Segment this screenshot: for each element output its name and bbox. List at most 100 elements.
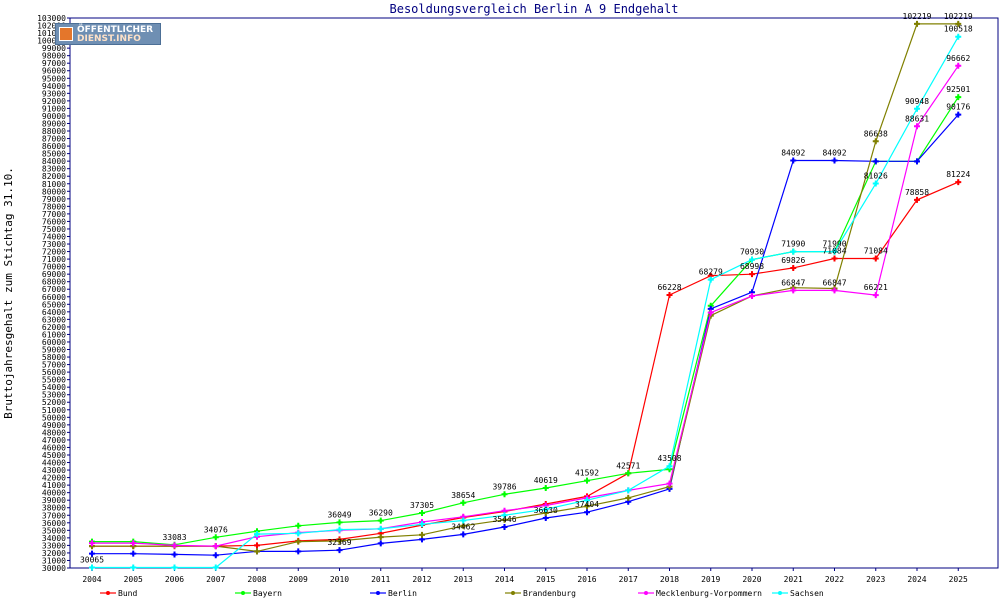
- y-tick-label: 72000: [42, 248, 66, 257]
- y-tick-label: 45000: [42, 451, 66, 460]
- data-point-dot: [90, 565, 94, 570]
- y-tick-label: 79000: [42, 195, 66, 204]
- data-point-dot: [502, 513, 507, 517]
- data-point-dot: [379, 527, 383, 531]
- data-point-dot: [626, 496, 630, 500]
- y-tick-label: 103000: [37, 14, 66, 23]
- data-point-dot: [585, 498, 589, 502]
- data-label: 41592: [575, 469, 599, 478]
- data-point-dot: [255, 532, 259, 536]
- data-point-dot: [915, 22, 919, 26]
- y-tick-label: 51000: [42, 406, 66, 415]
- y-tick-label: 56000: [42, 368, 66, 377]
- x-tick-label: 2014: [495, 575, 514, 584]
- legend-marker: [241, 591, 245, 595]
- data-point-dot: [832, 288, 837, 292]
- y-tick-label: 59000: [42, 346, 66, 355]
- data-label: 42571: [616, 461, 640, 470]
- y-tick-label: 54000: [42, 383, 66, 392]
- data-point-dot: [502, 509, 507, 513]
- y-tick-label: 55000: [42, 376, 66, 385]
- legend-label: Mecklenburg-Vorpommern: [656, 589, 762, 598]
- data-point-dot: [667, 482, 672, 486]
- y-tick-label: 82000: [42, 172, 66, 181]
- data-point-dot: [337, 539, 342, 543]
- data-point-dot: [131, 541, 135, 545]
- y-tick-label: 66000: [42, 293, 66, 302]
- logo-line-2-suffix: .INFO: [112, 34, 141, 44]
- data-point-dot: [709, 310, 713, 315]
- data-label: 34462: [451, 522, 475, 531]
- y-tick-label: 75000: [42, 225, 66, 234]
- y-tick-label: 80000: [42, 187, 66, 196]
- data-point-dot: [255, 549, 259, 554]
- y-tick-label: 99000: [42, 44, 66, 53]
- legend-label: Brandenburg: [523, 589, 576, 598]
- series-line-bayern: [92, 96, 959, 546]
- data-point-dot: [791, 158, 795, 163]
- data-point-dot: [461, 518, 465, 523]
- data-label: 36630: [534, 506, 558, 515]
- x-tick-label: 2023: [866, 575, 885, 584]
- y-tick-label: 78000: [42, 202, 66, 211]
- y-tick-label: 71000: [42, 255, 66, 264]
- x-tick-label: 2006: [165, 575, 184, 584]
- data-label: 38654: [451, 491, 475, 500]
- legend-marker: [376, 591, 380, 595]
- logo-line-1: ÖFFENTLICHER: [77, 25, 154, 35]
- legend-label: Bund: [118, 589, 137, 598]
- y-tick-label: 89000: [42, 119, 66, 128]
- data-label: 37305: [410, 501, 434, 510]
- y-tick-label: 33000: [42, 541, 66, 550]
- data-point-dot: [172, 552, 177, 557]
- data-point-dot: [214, 535, 218, 539]
- y-tick-label: 73000: [42, 240, 66, 249]
- y-tick-label: 62000: [42, 323, 66, 332]
- data-point-dot: [667, 464, 672, 468]
- data-point-dot: [915, 107, 919, 111]
- data-point-dot: [832, 158, 837, 163]
- y-tick-label: 49000: [42, 421, 66, 430]
- y-tick-label: 32000: [42, 549, 66, 558]
- y-tick-label: 39000: [42, 496, 66, 505]
- y-tick-label: 61000: [42, 330, 66, 339]
- data-point-dot: [461, 532, 465, 536]
- data-label: 90948: [905, 97, 929, 106]
- data-point-dot: [585, 510, 589, 514]
- data-point-dot: [420, 533, 424, 537]
- data-point-dot: [337, 548, 342, 552]
- data-point-dot: [544, 486, 548, 490]
- data-point-dot: [90, 552, 94, 556]
- series-line-sachsen: [92, 36, 959, 569]
- data-label: 96662: [946, 54, 970, 63]
- data-point-dot: [915, 159, 919, 163]
- data-point-dot: [874, 256, 878, 261]
- y-tick-label: 63000: [42, 315, 66, 324]
- data-label: 92501: [946, 85, 970, 94]
- data-point-dot: [420, 511, 424, 515]
- data-point-dot: [956, 95, 960, 99]
- y-tick-label: 37000: [42, 511, 66, 520]
- data-label: 68998: [740, 262, 764, 271]
- series-line-berlin: [92, 114, 959, 556]
- x-tick-label: 2025: [949, 575, 968, 584]
- data-point-dot: [420, 522, 424, 526]
- data-label: 40619: [534, 476, 558, 485]
- y-tick-label: 43000: [42, 466, 66, 475]
- data-label: 100518: [944, 25, 973, 34]
- y-tick-label: 64000: [42, 308, 66, 317]
- data-label: 66847: [822, 278, 846, 287]
- y-tick-label: 86000: [42, 142, 66, 151]
- y-tick-label: 88000: [42, 127, 66, 136]
- x-tick-label: 2011: [371, 575, 390, 584]
- data-label: 68279: [699, 268, 723, 277]
- y-tick-label: 53000: [42, 391, 66, 400]
- y-tick-label: 65000: [42, 300, 66, 309]
- y-tick-label: 58000: [42, 353, 66, 362]
- data-label: 78858: [905, 188, 929, 197]
- data-point-dot: [172, 543, 177, 547]
- data-label: 90176: [946, 103, 970, 112]
- data-point-dot: [420, 537, 424, 541]
- legend-label: Sachsen: [790, 589, 824, 598]
- x-tick-label: 2017: [619, 575, 638, 584]
